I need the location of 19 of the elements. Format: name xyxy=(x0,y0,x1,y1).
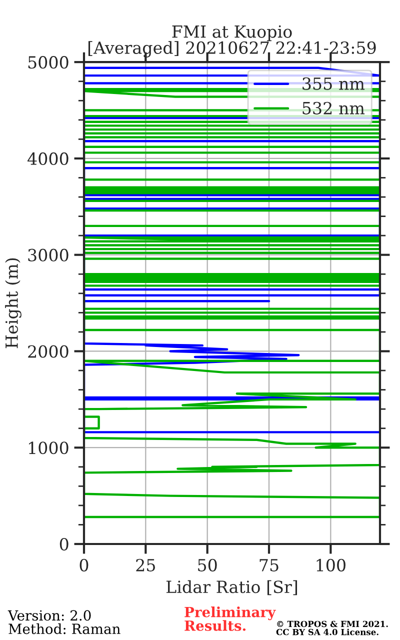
chart-title: FMI at Kuopio [Averaged] 20210627 22:41-23:59 xyxy=(88,25,376,58)
y-tick-label: 4000 xyxy=(28,152,68,166)
x-tick-label: 50 xyxy=(198,558,217,572)
y-tick-label: 5000 xyxy=(28,56,68,69)
y-tick-label: 2000 xyxy=(28,345,68,358)
x-tick-label: 25 xyxy=(136,558,155,572)
legend-label: 532 nm xyxy=(302,102,365,114)
text: Preliminary Results. xyxy=(184,606,276,631)
legend-label: 355 nm xyxy=(302,77,365,90)
x-tick-label: 0 xyxy=(80,558,88,572)
x-tick-label: 100 xyxy=(316,558,346,572)
y-tick-label: 3000 xyxy=(28,248,68,262)
text: Version: 2.0 Method: Raman xyxy=(8,610,120,634)
x-tick-label: 75 xyxy=(260,559,278,572)
text: © TROPOS & FMI 2021. CC BY SA 4.0 License. xyxy=(276,620,388,636)
y-tick-label: 0 xyxy=(60,538,68,551)
x-axis-title: Lidar Ratio [Sr] xyxy=(166,580,298,596)
y-tick-label: 1000 xyxy=(29,442,68,454)
y-axis-title: Height (m) xyxy=(5,258,22,348)
